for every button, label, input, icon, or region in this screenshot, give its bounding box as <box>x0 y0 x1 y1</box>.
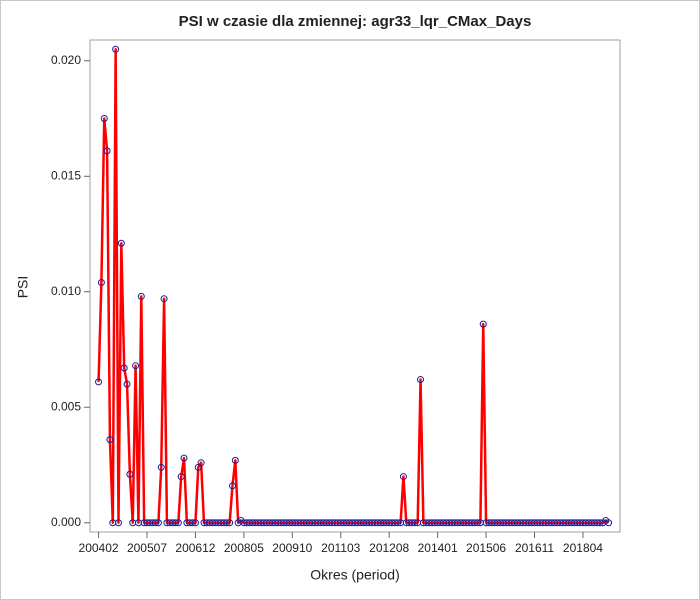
y-tick-label: 0.010 <box>51 284 81 298</box>
x-tick-label: 200402 <box>79 541 119 555</box>
y-axis-label: PSI <box>15 276 31 299</box>
x-tick-label: 200805 <box>224 541 264 555</box>
x-axis-label: Okres (period) <box>310 567 399 583</box>
x-tick-label: 200507 <box>127 541 167 555</box>
point <box>152 519 160 527</box>
plot-frame <box>89 39 621 533</box>
y-tick-label: 0.015 <box>51 168 81 182</box>
x-tick-label: 201804 <box>563 541 603 555</box>
point <box>605 519 613 527</box>
y-tick-label: 0.005 <box>51 399 81 413</box>
point <box>596 519 604 527</box>
point <box>112 45 120 53</box>
point <box>231 456 239 464</box>
point <box>154 519 162 527</box>
point <box>180 454 188 462</box>
point <box>394 519 402 527</box>
x-tick-label: 201506 <box>466 541 506 555</box>
x-tick-label: 201208 <box>369 541 409 555</box>
point <box>177 473 185 481</box>
point <box>103 147 111 155</box>
y-tick-label: 0.000 <box>51 515 81 529</box>
point <box>100 115 108 123</box>
chart-title: PSI w czasie dla zmiennej: agr33_lqr_CMa… <box>179 13 532 30</box>
point <box>191 519 199 527</box>
point <box>117 239 125 247</box>
point <box>228 482 236 490</box>
point <box>106 436 114 444</box>
point <box>160 295 168 303</box>
point <box>114 519 122 527</box>
x-tick-label: 201103 <box>321 541 360 555</box>
point <box>95 378 103 386</box>
point <box>126 470 134 478</box>
y-tick-label: 0.020 <box>51 53 81 67</box>
x-tick-label: 200910 <box>272 541 312 555</box>
x-tick-label: 201611 <box>515 541 554 555</box>
point <box>411 519 419 527</box>
point <box>189 519 197 527</box>
point <box>197 459 205 467</box>
x-tick-label: 201401 <box>418 541 458 555</box>
point <box>157 463 165 471</box>
point <box>120 364 128 372</box>
point <box>417 376 425 384</box>
point <box>123 380 131 388</box>
point <box>479 320 487 328</box>
point <box>174 519 182 527</box>
point <box>132 362 140 370</box>
point <box>223 519 231 527</box>
point <box>399 473 407 481</box>
point <box>137 292 145 300</box>
x-tick-label: 200612 <box>175 541 215 555</box>
point <box>226 519 234 527</box>
point <box>97 279 105 287</box>
point <box>474 519 482 527</box>
point <box>171 519 179 527</box>
